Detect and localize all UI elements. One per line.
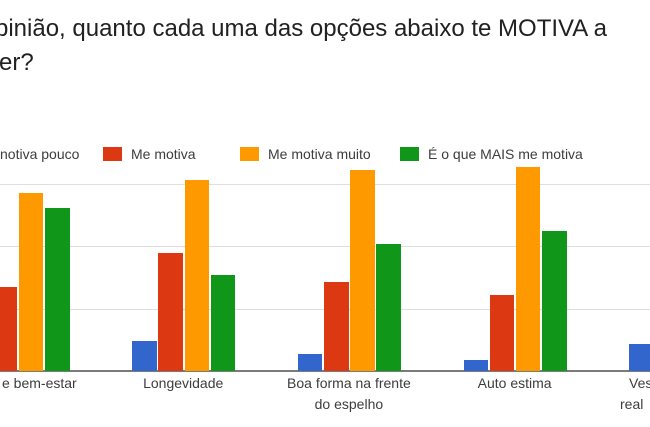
legend-swatch-icon [400, 147, 419, 161]
gridline-10 [0, 246, 650, 247]
chart-title-line-2: er? [0, 49, 34, 76]
bar-series1-category4 [463, 359, 489, 371]
x-axis-label: do espelho [314, 396, 384, 412]
bar-series4-category3 [376, 243, 401, 371]
legend-item-4: É o que MAIS me motiva [400, 146, 583, 162]
legend-item-2: Me motiva [103, 146, 196, 162]
legend-item-1: notiva pouco [0, 146, 79, 162]
bar-series4-category1 [45, 207, 70, 371]
x-axis-label: Ves [629, 375, 650, 391]
x-axis-label: e bem-estar [2, 375, 77, 391]
chart-title-line-1: pinião, quanto cada uma das opções abaix… [0, 15, 607, 42]
x-axis-label: Auto estima [477, 375, 552, 391]
bar-series2-category4 [489, 294, 515, 371]
legend-label: notiva pouco [0, 146, 80, 162]
x-axis-line [0, 370, 650, 372]
x-axis-label: Boa forma na frente [287, 375, 411, 391]
bar-series4-category4 [542, 231, 567, 371]
bar-series3-category4 [515, 166, 541, 371]
bar-series3-category2 [184, 180, 209, 371]
legend-swatch-icon [240, 147, 259, 161]
bar-series2-category3 [324, 282, 349, 371]
x-axis-label: real [620, 396, 644, 412]
gridline-15 [0, 184, 650, 185]
bar-series1-category5 [629, 343, 650, 371]
legend-label: Me motiva muito [268, 146, 371, 162]
bar-series4-category2 [210, 275, 236, 371]
x-axis-label: Longevidade [143, 375, 224, 391]
bar-series2-category2 [158, 252, 183, 371]
legend-label: Me motiva [131, 146, 196, 162]
bar-series3-category1 [18, 192, 44, 371]
legend-swatch-icon [103, 147, 122, 161]
legend-item-3: Me motiva muito [240, 146, 371, 162]
bar-series1-category2 [132, 341, 157, 371]
bar-series3-category3 [350, 170, 375, 371]
legend-label: É o que MAIS me motiva [428, 146, 583, 162]
bar-series1-category3 [297, 353, 323, 371]
bar-series2-category1 [0, 287, 18, 371]
